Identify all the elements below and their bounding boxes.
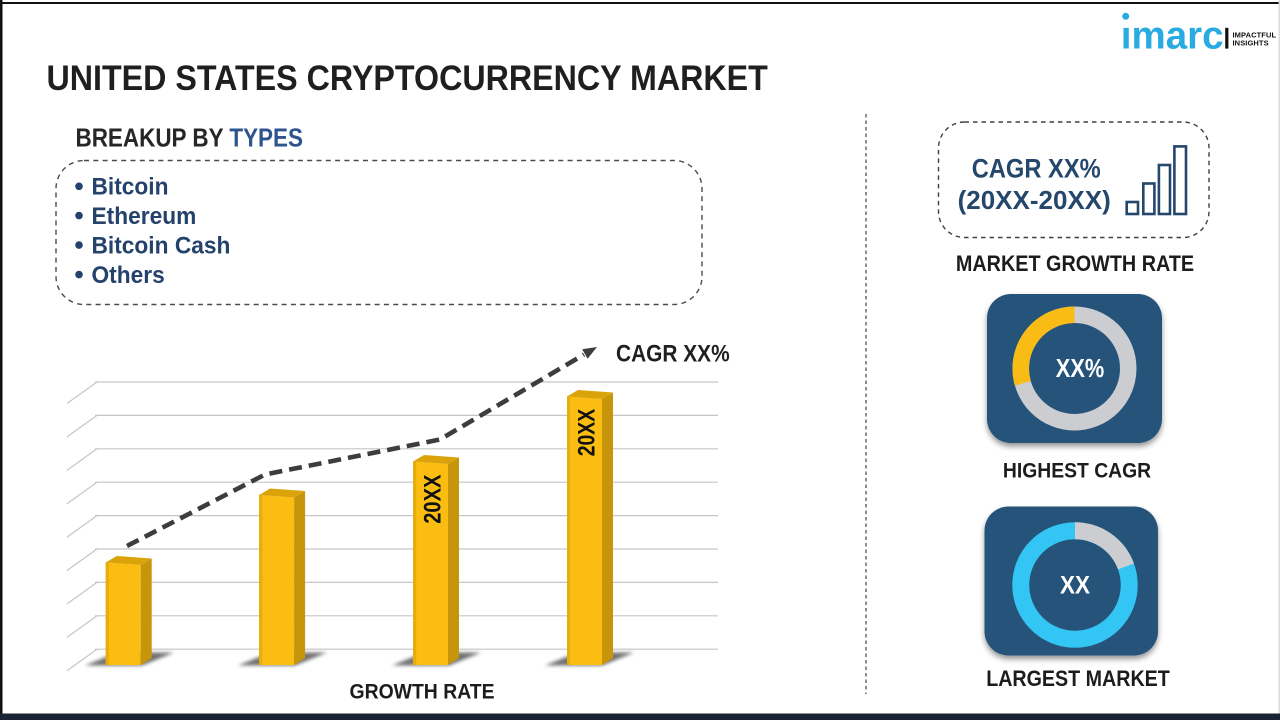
svg-text:20XX: 20XX (419, 474, 446, 524)
svg-text:XX: XX (1060, 572, 1090, 599)
svg-text:BREAKUP BY TYPES: BREAKUP BY TYPES (76, 124, 303, 153)
svg-text:20XX: 20XX (573, 408, 600, 456)
svg-text:Ethereum: Ethereum (92, 202, 197, 229)
svg-text:Others: Others (92, 261, 165, 288)
svg-text:XX%: XX% (1056, 356, 1104, 384)
svg-text:(20XX-20XX): (20XX-20XX) (958, 185, 1111, 215)
svg-text:Bitcoin Cash: Bitcoin Cash (92, 232, 231, 259)
svg-text:UNITED STATES CRYPTOCURRENCY M: UNITED STATES CRYPTOCURRENCY MARKET (47, 60, 769, 98)
svg-text:GROWTH RATE: GROWTH RATE (350, 681, 495, 704)
svg-text:Bitcoin: Bitcoin (92, 173, 169, 200)
svg-text:HIGHEST CAGR: HIGHEST CAGR (1003, 459, 1151, 483)
svg-text:LARGEST MARKET: LARGEST MARKET (986, 667, 1170, 691)
svg-text:MARKET GROWTH RATE: MARKET GROWTH RATE (956, 252, 1194, 276)
svg-text:CAGR XX%: CAGR XX% (972, 154, 1101, 184)
svg-text:INSIGHTS: INSIGHTS (1233, 39, 1269, 48)
svg-text:CAGR XX%: CAGR XX% (616, 340, 730, 367)
svg-text:ımarc: ımarc (1121, 14, 1224, 57)
svg-text:IMPACTFUL: IMPACTFUL (1233, 30, 1277, 39)
